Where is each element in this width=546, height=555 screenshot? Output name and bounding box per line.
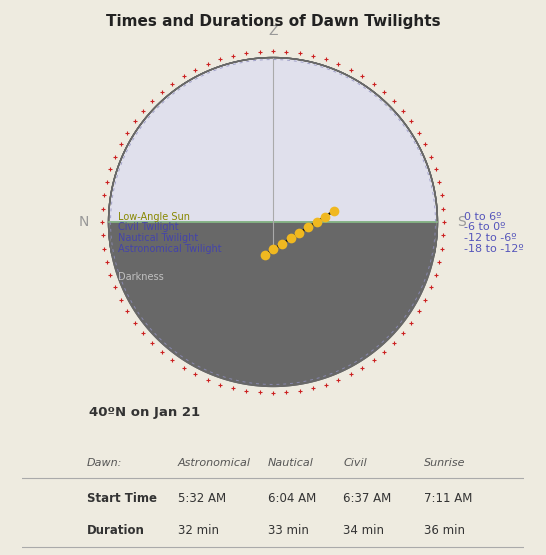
Text: Civil Twilight: Civil Twilight bbox=[118, 223, 179, 233]
Text: 5:32 AM: 5:32 AM bbox=[177, 492, 225, 506]
Text: Start Time: Start Time bbox=[87, 492, 157, 506]
Text: Duration: Duration bbox=[87, 524, 145, 537]
Polygon shape bbox=[109, 58, 437, 255]
Text: Astronomical: Astronomical bbox=[177, 458, 251, 468]
Text: S: S bbox=[457, 215, 466, 229]
Polygon shape bbox=[109, 58, 437, 233]
Text: 0 to 6º: 0 to 6º bbox=[464, 211, 501, 221]
Text: 7:11 AM: 7:11 AM bbox=[424, 492, 472, 506]
Polygon shape bbox=[109, 58, 437, 222]
Polygon shape bbox=[109, 222, 437, 386]
Text: 33 min: 33 min bbox=[268, 524, 309, 537]
Text: Nautical: Nautical bbox=[268, 458, 314, 468]
Text: 32 min: 32 min bbox=[177, 524, 218, 537]
Text: Civil: Civil bbox=[343, 458, 367, 468]
Text: Z: Z bbox=[268, 24, 278, 38]
Polygon shape bbox=[109, 58, 437, 244]
Text: Astronomical Twilight: Astronomical Twilight bbox=[118, 244, 222, 254]
Text: Dawn:: Dawn: bbox=[87, 458, 122, 468]
Text: -6 to 0º: -6 to 0º bbox=[464, 223, 505, 233]
Text: 34 min: 34 min bbox=[343, 524, 384, 537]
Text: Darkness: Darkness bbox=[118, 272, 164, 282]
Text: Nautical Twilight: Nautical Twilight bbox=[118, 234, 199, 244]
Polygon shape bbox=[109, 58, 437, 222]
Text: 6:37 AM: 6:37 AM bbox=[343, 492, 391, 506]
Text: 36 min: 36 min bbox=[424, 524, 465, 537]
Text: 40ºN on Jan 21: 40ºN on Jan 21 bbox=[89, 406, 200, 419]
Text: -18 to -12º: -18 to -12º bbox=[464, 244, 524, 254]
Text: 6:04 AM: 6:04 AM bbox=[268, 492, 316, 506]
Text: N: N bbox=[79, 215, 89, 229]
Text: Low-Angle Sun: Low-Angle Sun bbox=[118, 211, 191, 221]
Text: Sunrise: Sunrise bbox=[424, 458, 465, 468]
Text: Times and Durations of Dawn Twilights: Times and Durations of Dawn Twilights bbox=[106, 14, 440, 29]
Text: -12 to -6º: -12 to -6º bbox=[464, 234, 517, 244]
Polygon shape bbox=[109, 58, 437, 386]
